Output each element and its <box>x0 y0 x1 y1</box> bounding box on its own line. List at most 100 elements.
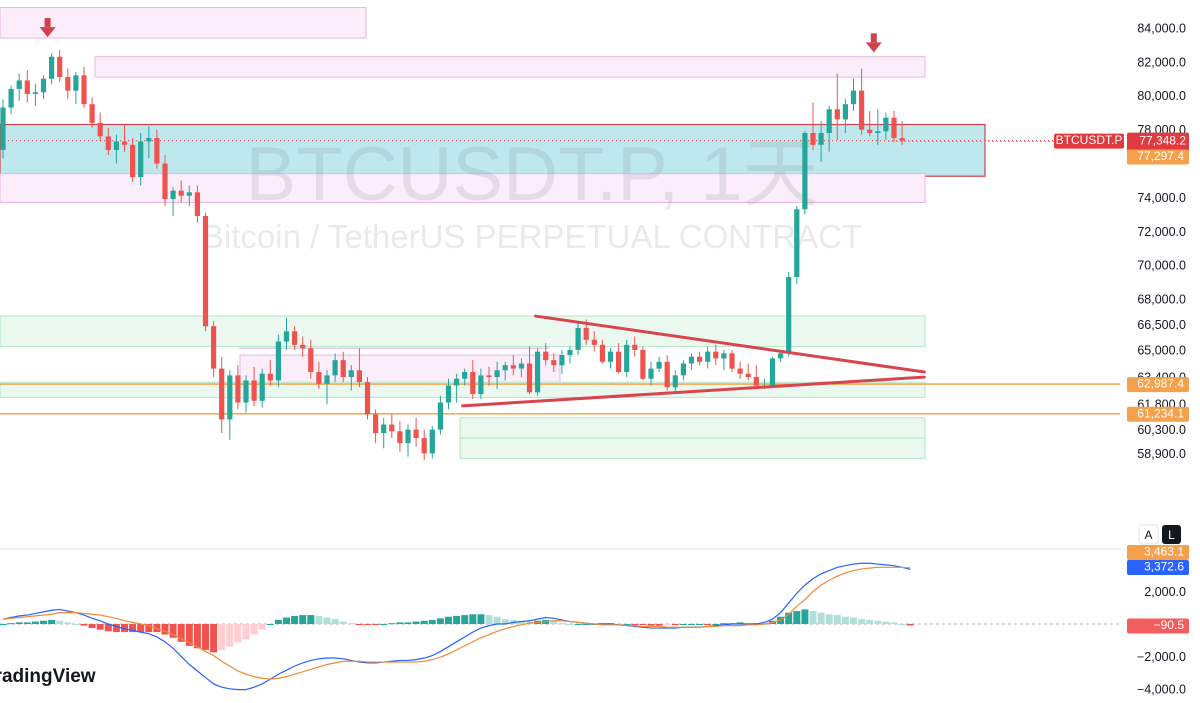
macd-tick-label: 2,000.0 <box>1144 585 1186 599</box>
candle <box>81 66 87 108</box>
candle-body <box>583 327 589 340</box>
candle <box>616 343 622 374</box>
macd-histogram-bar <box>315 615 323 624</box>
candle <box>429 426 435 459</box>
candle <box>640 346 646 381</box>
candle <box>251 366 257 406</box>
candle-body <box>24 80 30 95</box>
candle-body <box>421 438 427 454</box>
symbol-price-tag-text: BTCUSDT.P <box>1056 133 1123 147</box>
candle-body <box>429 429 435 454</box>
candle-body <box>57 56 63 78</box>
scale-log-button[interactable]: L <box>1162 525 1181 544</box>
candle <box>454 373 460 403</box>
candle <box>680 360 686 381</box>
candle-body <box>292 331 298 345</box>
trendline-layer[interactable] <box>461 314 926 408</box>
macd-pane <box>0 562 1120 691</box>
candle-body <box>632 344 638 350</box>
mark-price-tag-text: 77,297.4 <box>1137 149 1184 163</box>
candle <box>316 361 322 389</box>
price-axis[interactable]: 84,000.082,000.080,000.078,000.074,000.0… <box>1137 21 1186 696</box>
candle <box>57 49 63 83</box>
candle-body <box>680 363 686 376</box>
candle-body <box>316 371 322 384</box>
candle-body <box>16 80 22 89</box>
candle-body <box>89 104 95 123</box>
candle <box>769 356 776 388</box>
candle <box>688 353 695 371</box>
macd-histogram-bar <box>866 619 874 624</box>
level-price-tag-text: 62,987.4 <box>1137 377 1184 391</box>
candle <box>162 155 168 206</box>
macd-histogram-bar <box>291 615 299 624</box>
symbol-watermark: BTCUSDT.P, 1天 Bitcoin / TetherUS PERPETU… <box>202 132 862 255</box>
candle <box>300 336 306 357</box>
candle <box>8 85 14 115</box>
macd-histogram-bar <box>121 624 128 633</box>
candle-body <box>202 216 209 327</box>
candle <box>535 348 541 396</box>
zone-rect <box>0 315 926 348</box>
macd-tick-label: −4,000.0 <box>1137 682 1186 696</box>
candle-body <box>551 360 557 366</box>
candle-body <box>794 209 800 278</box>
candle-body <box>834 109 840 120</box>
candle-body <box>40 78 47 93</box>
candle <box>883 112 889 140</box>
level-price-tag: 61,234.1 <box>1127 406 1189 422</box>
macd-histogram-bar <box>720 623 728 625</box>
candle <box>16 73 22 101</box>
candle <box>834 73 840 140</box>
macd-histogram-bar <box>436 618 444 624</box>
price-tick-label: 65,000.0 <box>1137 343 1186 357</box>
candle-body <box>154 138 160 164</box>
candle-body <box>178 190 184 196</box>
histogram-value-tag: −90.5 <box>1127 618 1189 634</box>
candle-body <box>607 351 614 362</box>
candle-body <box>373 414 379 434</box>
macd-histogram-bar <box>258 624 266 630</box>
candle-body <box>356 370 362 383</box>
candle-body <box>786 277 792 354</box>
candle <box>324 370 330 405</box>
macd-histogram-bar <box>420 620 428 624</box>
macd-histogram-bar <box>574 624 582 625</box>
candle <box>494 361 500 389</box>
candle <box>729 349 735 372</box>
candle-body <box>300 344 306 349</box>
candle <box>437 395 443 435</box>
candle-body <box>81 75 87 105</box>
candle <box>348 365 354 391</box>
candle-body <box>454 378 460 386</box>
macd-histogram-bar <box>31 621 39 624</box>
macd-histogram-bar <box>7 623 15 625</box>
candle-body <box>713 351 719 359</box>
candle <box>113 134 119 164</box>
candle <box>559 349 565 374</box>
candle-body <box>891 117 897 139</box>
macd-histogram-bar <box>404 622 412 624</box>
macd-histogram-bar <box>388 623 396 625</box>
scale-auto-button[interactable]: A <box>1138 524 1159 545</box>
zone-rect <box>239 354 561 387</box>
candle <box>510 355 516 376</box>
macd-histogram-bar <box>347 623 355 625</box>
macd-histogram-bar <box>112 624 120 633</box>
macd-histogram-bar <box>874 620 882 624</box>
price-tick-label: 72,000.0 <box>1137 225 1186 239</box>
candle <box>202 212 209 332</box>
macd-histogram-bar <box>161 624 169 635</box>
candle-body <box>664 361 670 388</box>
candle-body <box>146 138 152 142</box>
macd-histogram-bar <box>469 614 477 624</box>
macd-histogram-bar <box>655 624 663 626</box>
arrow-head <box>39 27 56 38</box>
candle <box>697 351 703 366</box>
macd-histogram-bar <box>688 624 695 625</box>
candle <box>810 102 816 150</box>
candle <box>178 180 184 203</box>
candle-body <box>332 360 338 376</box>
